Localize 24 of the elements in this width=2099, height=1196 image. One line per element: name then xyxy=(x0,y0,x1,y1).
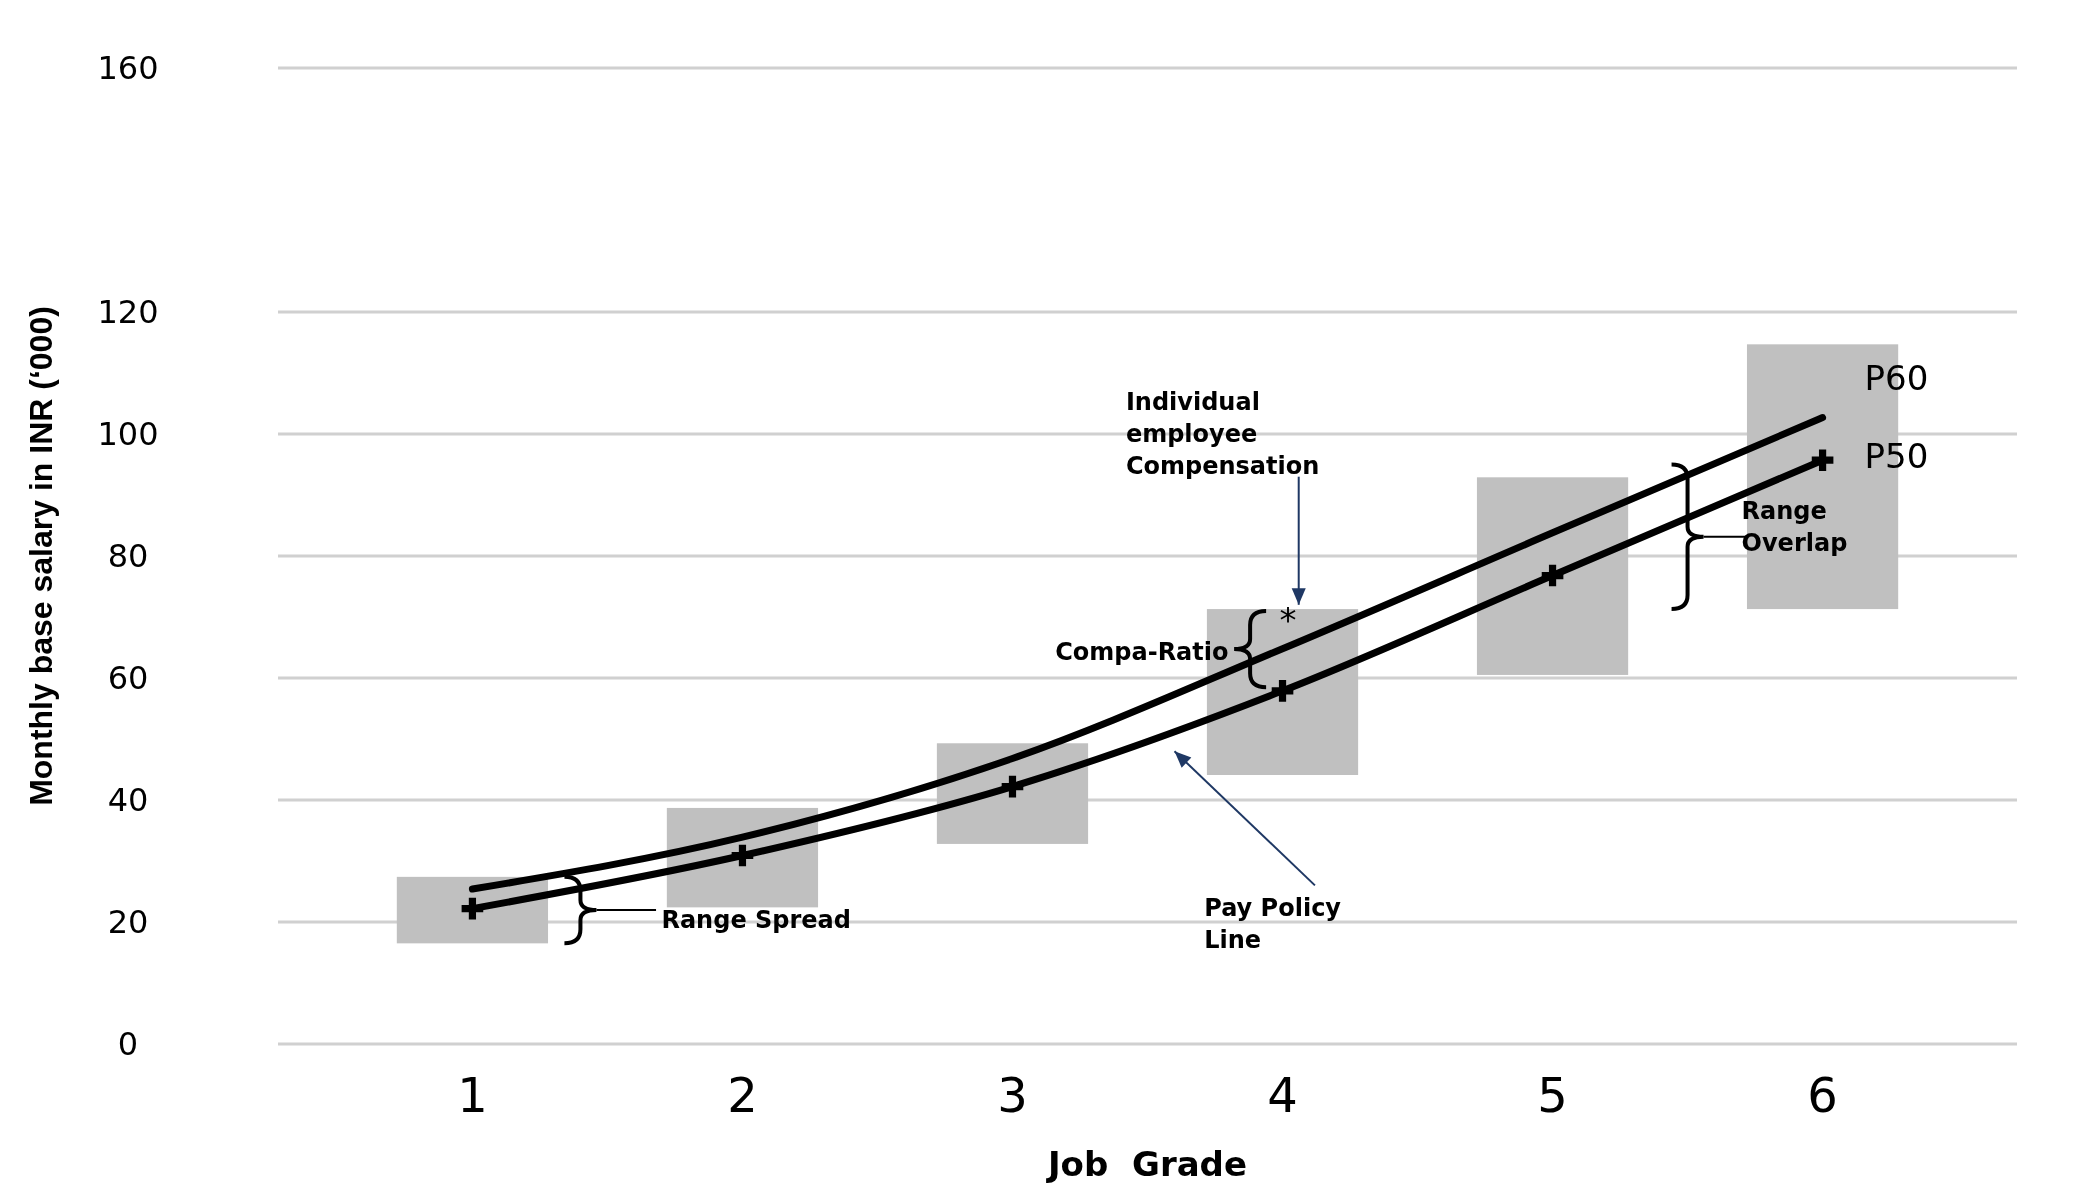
y-tick-label: 20 xyxy=(107,903,149,941)
x-tick-label: 1 xyxy=(457,1067,488,1123)
annotation: Range Overlap xyxy=(1741,497,1848,558)
annotation: Compa-Ratio xyxy=(1055,637,1229,666)
series-label: P50 xyxy=(1864,436,1929,477)
x-tick-label: 5 xyxy=(1537,1067,1568,1123)
x-axis-title: Job Grade xyxy=(1045,1144,1248,1184)
y-tick-label: 160 xyxy=(97,49,159,87)
series-label: P60 xyxy=(1864,357,1929,398)
y-tick-label: 120 xyxy=(97,293,159,331)
x-tick-label: 6 xyxy=(1807,1067,1838,1123)
y-tick-label: 0 xyxy=(117,1025,139,1063)
x-tick-label: 3 xyxy=(997,1067,1028,1123)
x-tick-label: 4 xyxy=(1267,1067,1298,1123)
y-axis-title: Monthly base salary in INR (‘000) xyxy=(23,306,59,806)
annotation: Individual employee Compensation xyxy=(1125,387,1320,480)
y-tick-label: 80 xyxy=(107,537,149,575)
annotation: Pay Policy Line xyxy=(1204,893,1342,954)
y-tick-label: 40 xyxy=(107,781,149,819)
y-tick-label: 60 xyxy=(107,659,149,697)
x-tick-label: 2 xyxy=(727,1067,758,1123)
y-tick-label: 100 xyxy=(97,415,159,453)
annotation: * xyxy=(1279,600,1297,641)
annotation: Range Spread xyxy=(661,906,851,935)
